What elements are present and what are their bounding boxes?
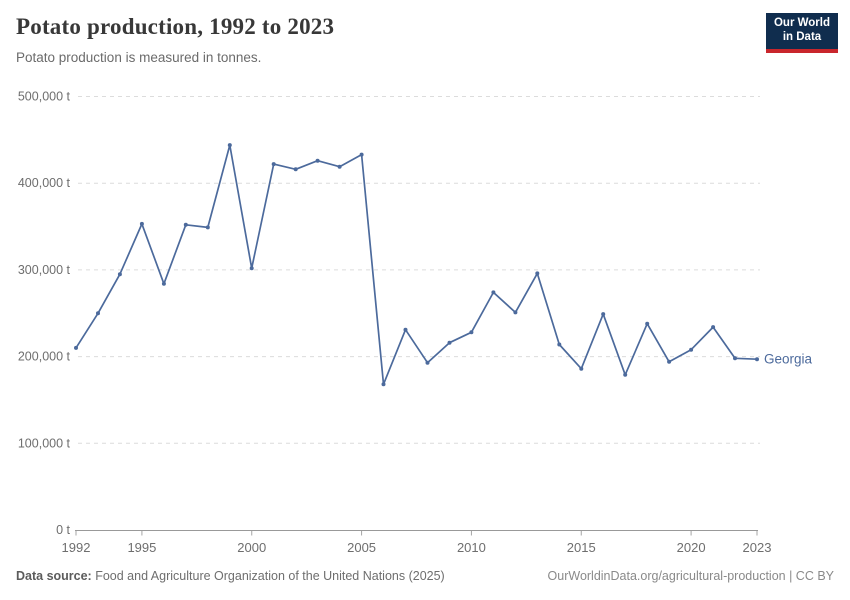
chart-subtitle: Potato production is measured in tonnes. — [16, 50, 262, 65]
page-title: Potato production, 1992 to 2023 — [16, 14, 335, 39]
y-axis-tick-label: 200,000 t — [18, 350, 71, 364]
data-point — [205, 225, 210, 230]
data-point — [96, 311, 100, 316]
data-point — [183, 222, 188, 227]
data-point — [755, 357, 759, 362]
data-point — [315, 158, 320, 163]
x-axis-tick-label: 2015 — [567, 540, 596, 555]
x-axis-tick-label: 2023 — [743, 540, 772, 555]
data-point — [359, 152, 364, 157]
data-source-text: Food and Agriculture Organization of the… — [91, 569, 445, 583]
entity-label-georgia[interactable]: Georgia — [764, 352, 813, 367]
y-axis-tick-label: 500,000 t — [18, 90, 71, 104]
data-point — [645, 321, 650, 326]
data-point — [117, 272, 122, 277]
data-point — [689, 347, 694, 352]
data-point — [513, 310, 518, 315]
data-point — [447, 340, 452, 345]
x-axis-tick-label: 1992 — [62, 540, 91, 555]
data-point — [425, 360, 430, 365]
data-point — [557, 342, 562, 347]
x-axis-tick-label: 2000 — [237, 540, 266, 555]
data-point — [139, 221, 144, 226]
y-axis-tick-label: 0 t — [56, 523, 70, 537]
data-point — [623, 372, 628, 377]
owid-logo[interactable]: Our World in Data — [766, 13, 838, 53]
data-point — [733, 356, 737, 361]
y-axis-tick-label: 400,000 t — [18, 176, 71, 190]
data-point — [271, 162, 276, 167]
x-axis-tick-label: 2005 — [347, 540, 376, 555]
data-point — [293, 167, 298, 172]
data-point — [249, 266, 254, 271]
data-point — [161, 281, 166, 286]
data-point — [491, 290, 496, 295]
data-point — [711, 325, 716, 330]
y-axis-tick-label: 300,000 t — [18, 263, 71, 277]
footer-data-source: Data source: Food and Agriculture Organi… — [16, 569, 445, 583]
data-point — [227, 143, 232, 148]
data-point — [579, 366, 584, 371]
x-axis-tick-label: 2010 — [457, 540, 486, 555]
owid-logo-line1: Our World — [773, 17, 830, 29]
owid-logo-line2: in Data — [782, 31, 822, 43]
series-line-georgia — [75, 144, 758, 386]
footer-credit-link[interactable]: OurWorldinData.org/agricultural-producti… — [547, 569, 834, 583]
data-point — [74, 345, 78, 350]
data-point — [337, 164, 342, 169]
data-point — [667, 359, 672, 364]
data-point — [601, 312, 606, 317]
x-axis-tick-label: 2020 — [677, 540, 706, 555]
data-point — [403, 327, 408, 332]
x-axis-tick-label: 1995 — [127, 540, 156, 555]
data-point — [469, 330, 474, 335]
data-point — [535, 271, 540, 276]
y-axis-tick-label: 100,000 t — [18, 436, 71, 450]
data-source-label: Data source: — [16, 569, 92, 583]
data-point — [381, 382, 386, 387]
